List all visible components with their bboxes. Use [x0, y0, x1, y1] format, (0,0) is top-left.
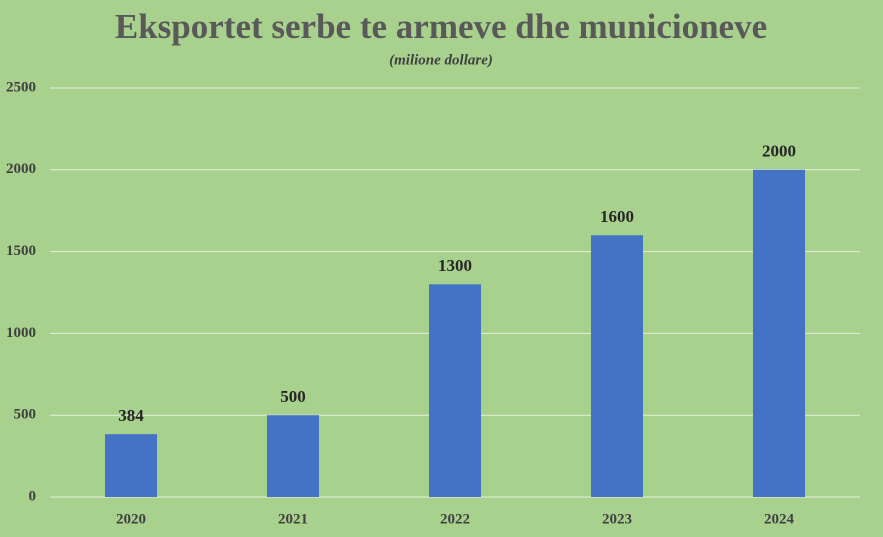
y-tick-label: 2000 — [6, 161, 36, 177]
bar — [429, 284, 481, 497]
chart-subtitle: (milione dollare) — [389, 52, 493, 68]
y-tick-label: 1500 — [6, 243, 36, 259]
x-tick-label: 2022 — [440, 511, 470, 527]
y-tick-label: 0 — [29, 488, 37, 504]
bar — [267, 415, 319, 497]
y-tick-label: 2500 — [6, 79, 36, 95]
data-label: 2000 — [762, 142, 796, 161]
x-tick-label: 2023 — [602, 511, 632, 527]
y-tick-label: 500 — [14, 407, 37, 423]
bar — [591, 235, 643, 498]
data-label: 500 — [280, 387, 306, 406]
x-tick-label: 2020 — [116, 511, 146, 527]
bar — [105, 434, 157, 497]
bar — [753, 169, 805, 498]
y-tick-label: 1000 — [6, 325, 36, 341]
x-tick-label: 2021 — [278, 511, 308, 527]
data-label: 1600 — [600, 207, 634, 226]
data-label: 1300 — [438, 256, 472, 275]
chart-title: Eksportet serbe te armeve dhe municionev… — [115, 7, 767, 46]
data-label: 384 — [118, 406, 144, 425]
x-tick-label: 2024 — [764, 511, 795, 527]
